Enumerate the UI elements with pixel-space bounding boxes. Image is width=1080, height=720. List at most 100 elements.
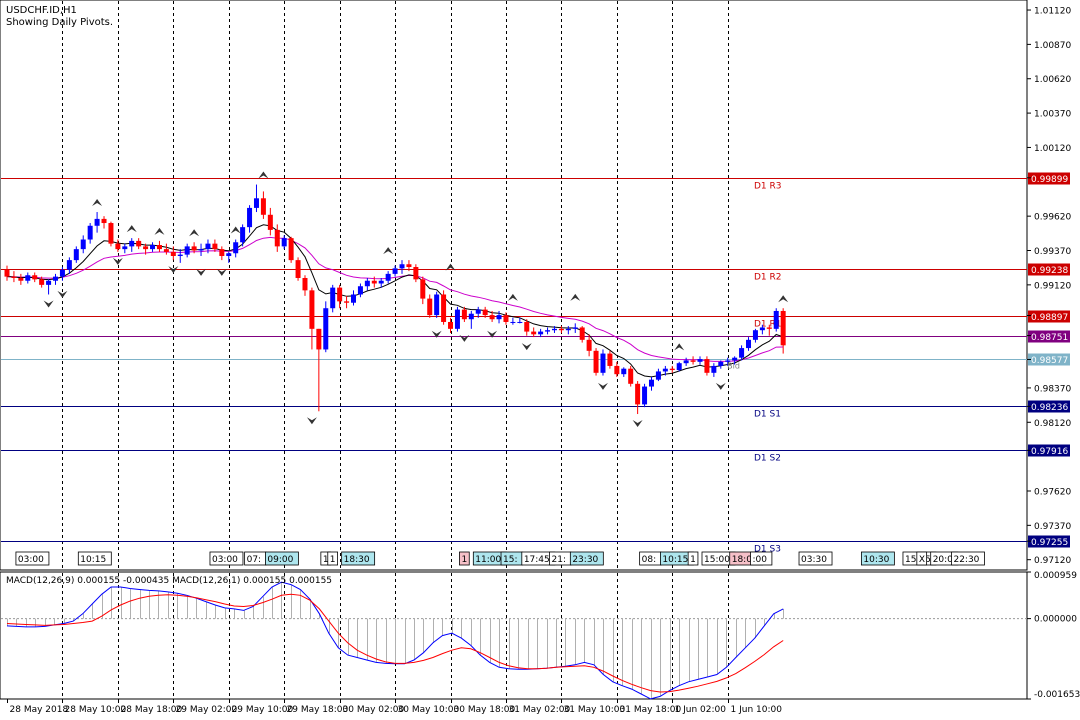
candle-body xyxy=(136,240,142,247)
candle-body xyxy=(593,350,599,373)
candle-body xyxy=(621,368,627,375)
candle-body xyxy=(531,331,537,335)
candle-body xyxy=(108,223,114,244)
candle-body xyxy=(94,218,100,226)
candle-body xyxy=(524,321,530,332)
level-price-tag xyxy=(1028,310,1070,323)
price-tick-label: 0.97120 xyxy=(1034,556,1071,566)
candle-body xyxy=(371,280,377,284)
level-price-label: 0.99238 xyxy=(1031,266,1068,276)
fractal-up-icon xyxy=(126,225,137,233)
session-label: 07: xyxy=(247,555,261,565)
level-price-tag xyxy=(1028,535,1070,548)
candle-body xyxy=(510,321,516,323)
fractal-up-icon xyxy=(778,295,789,303)
candle-body xyxy=(156,245,162,250)
session-tag xyxy=(341,551,376,566)
session-label: 03:30 xyxy=(801,555,827,565)
candle-body xyxy=(766,327,772,329)
candle-body xyxy=(662,368,668,372)
candle-body xyxy=(600,353,606,373)
candle-body xyxy=(413,266,419,280)
candle-body xyxy=(115,243,121,250)
candle-body xyxy=(461,309,467,320)
level-price-label: 0.98897 xyxy=(1031,313,1068,323)
price-tick-label: 1.00370 xyxy=(1034,110,1071,120)
session-tag xyxy=(569,551,604,566)
candle-body xyxy=(690,360,696,362)
fractal-up-icon xyxy=(258,171,269,179)
macd-window[interactable]: MACD(12,26,9) 0.000155 -0.000435 MACD(12… xyxy=(0,571,1028,700)
time-label: 28 May 2018 xyxy=(10,705,69,715)
fractal-down-icon xyxy=(196,268,207,276)
fractal-down-icon xyxy=(715,382,726,390)
level-name: D1 R3 xyxy=(754,182,782,192)
candle-body xyxy=(357,286,363,295)
session-label: 1 xyxy=(323,555,329,565)
candle-body xyxy=(441,294,447,322)
fractal-down-icon xyxy=(431,330,442,338)
pivot-levels: D1 R3 0.99899 D1 R2 0.99238 D1 R1 0.98897 0.98… xyxy=(1,172,1070,555)
price-axis: 1.01120 1.00870 1.00620 1.00370 1.00120 0.996… xyxy=(1027,7,1071,566)
session-tag xyxy=(77,551,112,566)
session-tag xyxy=(798,551,833,566)
candle-body xyxy=(565,328,571,331)
fractal-up-icon xyxy=(570,293,581,301)
candle-body xyxy=(572,327,578,329)
candle-body xyxy=(316,328,322,350)
candle-body xyxy=(711,365,717,373)
price-tick-label: 1.00870 xyxy=(1034,41,1071,51)
level-price-label: 0.98751 xyxy=(1031,333,1068,343)
candle-body xyxy=(759,327,765,331)
candle-body xyxy=(635,383,641,405)
candle-body xyxy=(482,309,488,316)
price-tick-label: 1.00120 xyxy=(1034,144,1071,154)
time-label: 30 May 18:00 xyxy=(454,705,516,715)
candle-body xyxy=(163,249,169,252)
candle-body xyxy=(32,275,38,280)
fractal-up-icon xyxy=(230,226,241,234)
candle-body xyxy=(80,239,86,250)
candle-body xyxy=(66,260,72,270)
fractal-down-icon xyxy=(487,330,498,338)
time-label: 30 May 02:00 xyxy=(343,705,405,715)
macd-axis: 0.000959 0.000000 -0.001653 xyxy=(1027,571,1080,700)
candle-body xyxy=(732,357,738,361)
price-tick-label: 0.97620 xyxy=(1034,487,1071,497)
fractal-down-icon xyxy=(597,382,608,390)
macd-frame xyxy=(0,571,1028,700)
level-price-tag xyxy=(1028,444,1070,457)
candle-body xyxy=(330,287,336,309)
candle-body xyxy=(448,321,454,329)
session-tag xyxy=(265,551,299,566)
candle-body xyxy=(468,313,474,320)
candles: Bid xyxy=(4,184,786,415)
session-label: 09:00 xyxy=(267,555,293,565)
candle-body xyxy=(267,214,273,230)
candle-body xyxy=(150,245,156,250)
candle-body xyxy=(739,348,745,358)
level-price-tag xyxy=(1028,172,1070,185)
session-label: X xyxy=(919,555,925,565)
candle-body xyxy=(642,386,648,405)
time-label: 31 May 02:00 xyxy=(509,705,571,715)
session-label: 22:30 xyxy=(953,555,979,565)
price-window[interactable]: D1 R3 0.99899 D1 R2 0.99238 D1 R1 0.98897 0.98… xyxy=(0,0,1070,571)
fractal-down-icon xyxy=(43,300,54,308)
session-tag xyxy=(750,551,773,566)
candle-body xyxy=(420,279,426,299)
session-labels: 03:00 10:15 03:00 07: 09:00 1 1 18:30 1 11:00 15: 1… xyxy=(15,551,985,566)
candle-body xyxy=(25,275,31,281)
level-name: D1 S2 xyxy=(754,454,781,464)
candle-body xyxy=(392,268,398,274)
level-name: D1 R2 xyxy=(754,273,782,283)
candle-body xyxy=(558,328,564,331)
candle-body xyxy=(4,269,10,277)
candle-body xyxy=(253,198,259,208)
fractal-up-icon xyxy=(445,263,456,271)
price-tick-label: 0.98370 xyxy=(1034,384,1071,394)
candle-body xyxy=(53,276,59,281)
session-label: 21: xyxy=(552,555,566,565)
session-tag xyxy=(860,551,895,566)
